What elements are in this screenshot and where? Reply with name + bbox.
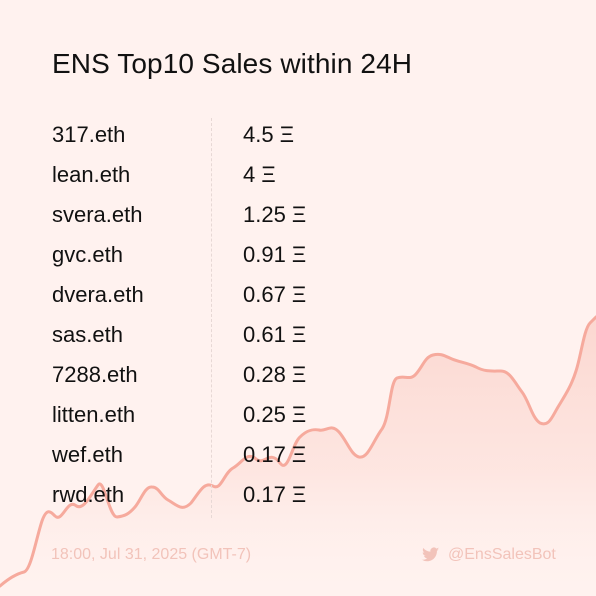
- sale-row-4: gvc.eth 0.91 Ξ: [0, 235, 596, 275]
- sale-price: 4 Ξ: [243, 162, 276, 187]
- trend-line: [0, 315, 596, 588]
- sale-row-5: dvera.eth 0.67 Ξ: [0, 275, 596, 315]
- sale-name: lean.eth: [52, 162, 131, 187]
- sale-name: 7288.eth: [52, 362, 138, 387]
- sale-row-1: 317.eth 4.5 Ξ: [0, 115, 596, 155]
- sale-name: rwd.eth: [52, 482, 125, 507]
- page-title: ENS Top10 Sales within 24H: [52, 48, 413, 79]
- sale-name: svera.eth: [52, 202, 143, 227]
- sales-list: 317.eth 4.5 Ξ lean.eth 4 Ξ svera.eth 1.2…: [0, 115, 596, 515]
- bot-handle[interactable]: @EnsSalesBot: [420, 545, 556, 565]
- sale-price: 1.25 Ξ: [243, 202, 307, 227]
- trend-area: [0, 317, 596, 596]
- sale-price: 0.67 Ξ: [243, 282, 307, 307]
- sale-price: 0.91 Ξ: [243, 242, 307, 267]
- column-divider: [211, 118, 212, 518]
- sale-name: litten.eth: [52, 402, 136, 427]
- twitter-bird-icon: [421, 547, 440, 562]
- sale-price: 0.61 Ξ: [243, 322, 307, 347]
- sale-row-6: sas.eth 0.61 Ξ: [0, 315, 596, 355]
- sale-price: 4.5 Ξ: [243, 122, 294, 147]
- sale-name: dvera.eth: [52, 282, 144, 307]
- sale-row-8: litten.eth 0.25 Ξ: [0, 395, 596, 435]
- sale-row-3: svera.eth 1.25 Ξ: [0, 195, 596, 235]
- bot-handle-label[interactable]: @EnsSalesBot: [448, 546, 556, 563]
- sale-row-2: lean.eth 4 Ξ: [0, 155, 596, 195]
- sale-price: 0.17 Ξ: [243, 482, 307, 507]
- sale-price: 0.28 Ξ: [243, 362, 307, 387]
- sale-name: 317.eth: [52, 122, 126, 147]
- sale-price: 0.25 Ξ: [243, 402, 307, 427]
- sale-row-10: rwd.eth 0.17 Ξ: [0, 475, 596, 515]
- sale-row-7: 7288.eth 0.28 Ξ: [0, 355, 596, 395]
- sale-name: sas.eth: [52, 322, 123, 347]
- sale-price: 0.17 Ξ: [243, 442, 307, 467]
- timestamp: 18:00, Jul 31, 2025 (GMT-7): [51, 546, 252, 563]
- sale-name: wef.eth: [52, 442, 123, 467]
- sale-row-9: wef.eth 0.17 Ξ: [0, 435, 596, 475]
- sale-name: gvc.eth: [52, 242, 123, 267]
